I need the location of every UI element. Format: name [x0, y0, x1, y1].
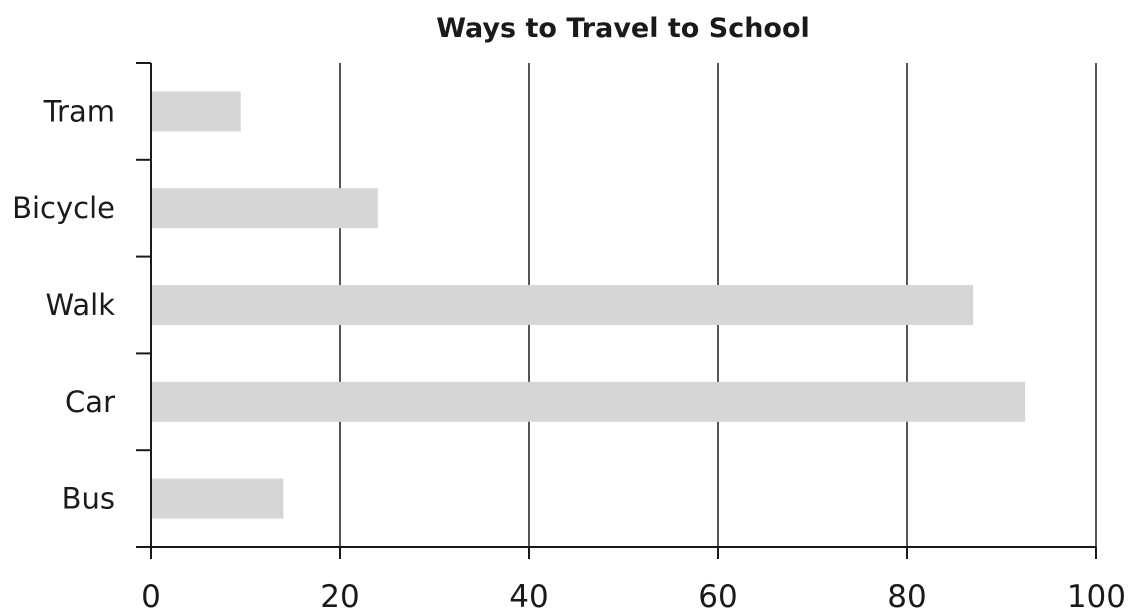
bar-walk	[151, 285, 974, 325]
x-tick-label-80: 80	[887, 579, 926, 615]
category-label-car: Car	[65, 385, 115, 419]
bar-tram	[151, 91, 241, 132]
category-label-tram: Tram	[43, 94, 115, 128]
x-tick-label-100: 100	[1067, 579, 1126, 615]
x-tick-label-0: 0	[141, 579, 161, 615]
x-tick-label-40: 40	[509, 579, 548, 615]
bar-bus	[151, 478, 284, 519]
category-label-bicycle: Bicycle	[12, 191, 115, 225]
category-labels: Tram Bicycle Walk Car Bus	[12, 94, 115, 515]
bars	[151, 91, 1026, 519]
x-tick-label-20: 20	[320, 579, 359, 615]
category-label-bus: Bus	[62, 482, 115, 516]
bar-car	[151, 381, 1026, 422]
axes	[136, 62, 1097, 559]
bar-bicycle	[151, 188, 378, 229]
x-tick-labels: 0 20 40 60 80 100	[141, 579, 1126, 615]
chart-title: Ways to Travel to School	[436, 13, 810, 44]
x-tick-label-60: 60	[698, 579, 737, 615]
category-label-walk: Walk	[46, 288, 116, 322]
